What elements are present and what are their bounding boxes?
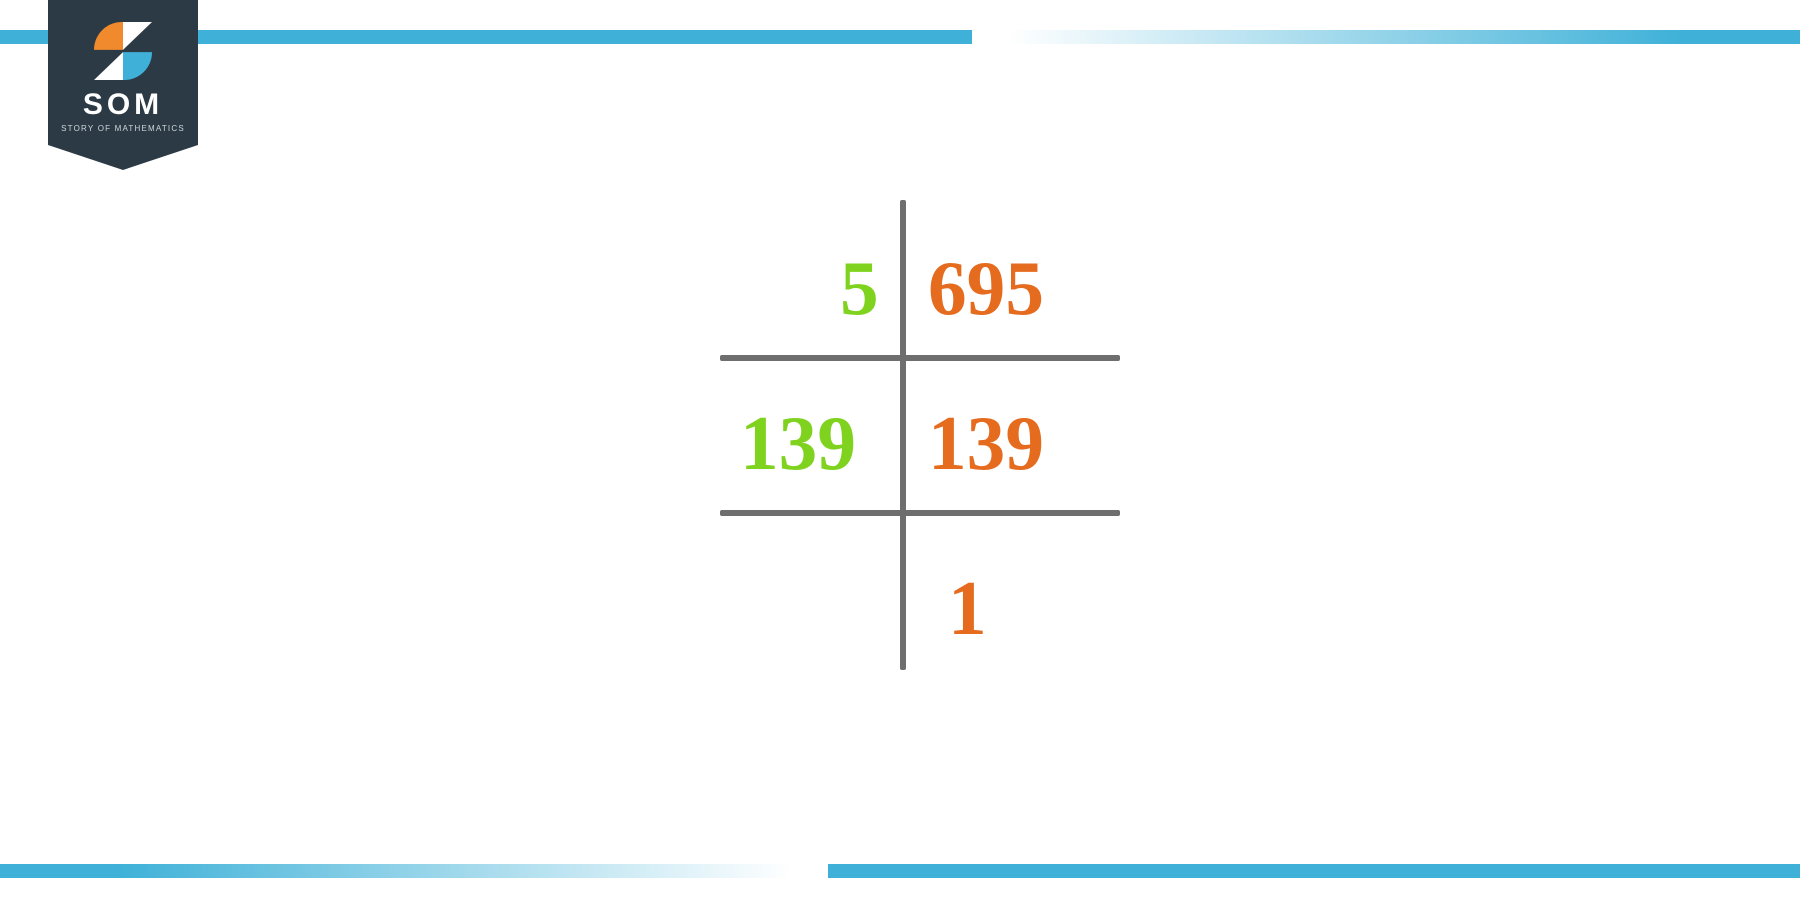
logo-mark-group	[94, 22, 152, 80]
logo-tri-bl	[94, 52, 123, 80]
logo-mark-icon	[94, 22, 152, 80]
cell-r3_final: 1	[948, 570, 987, 647]
bottom-accent-bar	[0, 864, 1800, 878]
logo-tri-tr	[123, 22, 152, 50]
divider-horizontal-2	[720, 510, 1120, 516]
top-accent-bar	[0, 30, 1800, 44]
logo-quarter-tl	[94, 22, 123, 50]
divider-vertical	[900, 200, 906, 670]
logo-subtitle: STORY OF MATHEMATICS	[48, 124, 198, 133]
cell-r2_divisor: 139	[740, 405, 856, 482]
top-bar-right	[1008, 30, 1800, 44]
cell-r2_quotient: 139	[928, 405, 1044, 482]
logo-quarter-br	[123, 52, 152, 80]
bottom-bar-left	[0, 864, 792, 878]
cell-r1_quotient: 695	[928, 250, 1044, 327]
cell-r1_divisor: 5	[840, 250, 879, 327]
logo-title: SOM	[48, 88, 198, 122]
factorization-diagram: 5 695 139 139 1	[640, 200, 1160, 700]
divider-horizontal-1	[720, 355, 1120, 361]
bottom-bar-right	[828, 864, 1800, 878]
logo-badge: SOM STORY OF MATHEMATICS	[48, 0, 198, 170]
